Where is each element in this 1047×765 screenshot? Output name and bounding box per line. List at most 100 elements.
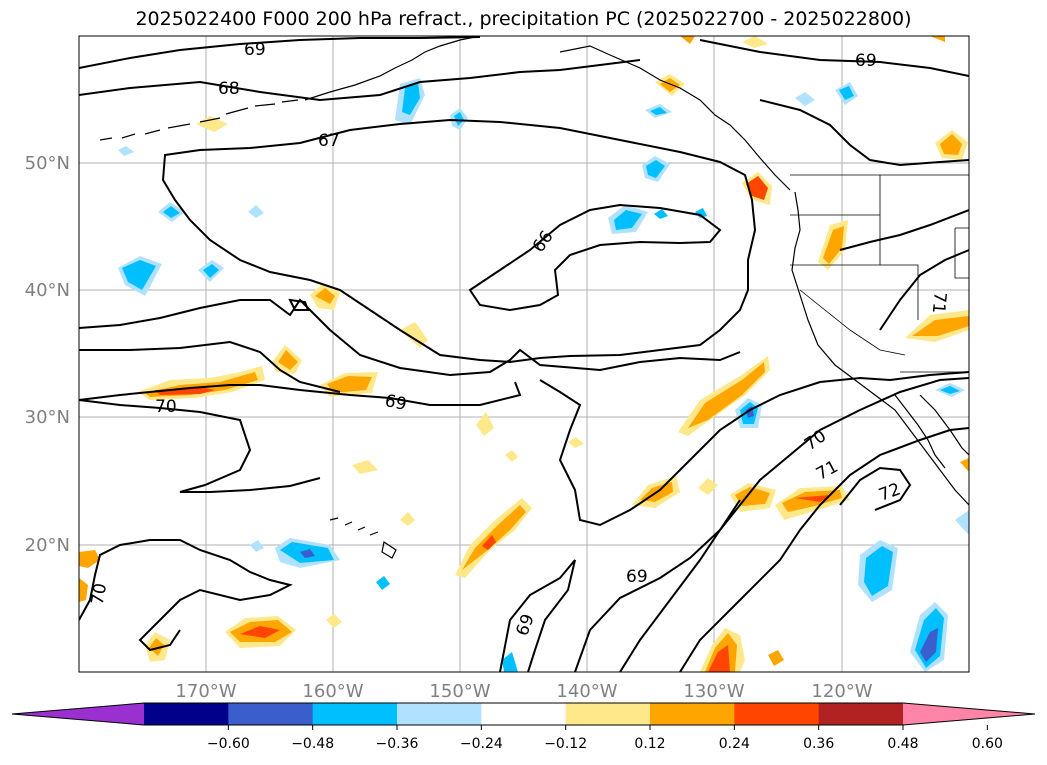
contour-label: 70: [88, 582, 111, 607]
positive-anomaly-area: [462, 505, 526, 570]
lon-label-150w: 150°W: [429, 681, 490, 702]
colorbar-segment: [144, 703, 229, 725]
positive-anomaly-area: [568, 437, 584, 448]
positive-anomaly-area: [698, 478, 718, 495]
graticule: [79, 36, 969, 672]
refractivity-contours: [79, 36, 969, 672]
alaska-coast: [304, 36, 481, 101]
lon-label-140w: 140°W: [556, 681, 617, 702]
colorbar-tick-label: 0.24: [719, 736, 750, 752]
contour-label: 69: [855, 51, 877, 71]
positive-anomaly-area: [79, 550, 100, 568]
positive-anomaly-area: [940, 134, 962, 155]
state-border: [799, 289, 906, 356]
positive-anomaly-area: [352, 460, 378, 474]
colorbar-segment: [228, 703, 314, 725]
colorbar-segment: [565, 703, 651, 725]
positive-anomaly-area: [930, 36, 945, 42]
positive-anomaly-area: [708, 645, 730, 672]
contour-label: 71: [928, 291, 950, 314]
colorbar-extend-max: [903, 703, 1035, 725]
contour-label: 69: [626, 567, 648, 587]
colorbar-segment: [650, 703, 735, 725]
negative-anomaly-area: [839, 86, 854, 100]
state-border: [954, 227, 969, 279]
contour-label: 69: [383, 391, 408, 415]
negative-anomaly-area: [502, 652, 518, 672]
colorbar-outline: [11, 702, 1036, 726]
positive-anomaly-area: [278, 350, 298, 370]
lon-label-160w: 160°W: [302, 681, 363, 702]
negative-anomaly-area: [250, 540, 264, 552]
positive-anomaly-area: [482, 535, 496, 550]
colorbar-segment: [818, 703, 904, 725]
positive-anomaly-area: [196, 116, 228, 132]
negative-anomaly-area: [376, 576, 390, 590]
hawaiian-islands: [329, 517, 397, 559]
colorbar-tick-label: −0.60: [207, 736, 250, 752]
positive-anomaly-area: [960, 458, 969, 472]
colorbar-tick-label: 0.60: [972, 736, 1003, 752]
positive-anomaly-area: [315, 288, 335, 304]
positive-anomaly-area: [476, 412, 494, 436]
lat-label-40n: 40°N: [25, 280, 70, 301]
colorbar-segment: [734, 703, 820, 725]
baja-california: [894, 394, 946, 469]
contour-line-72: [839, 466, 912, 511]
positive-anomaly-area: [768, 650, 784, 666]
positive-anomaly-area: [688, 362, 765, 428]
contour-line-70-north-east: [839, 209, 969, 251]
positive-anomaly-area: [400, 322, 428, 348]
contour-line-69-middle: [79, 298, 741, 406]
colorbar-segment: [397, 703, 482, 725]
negative-anomaly-area: [795, 92, 815, 106]
lat-label-50n: 50°N: [25, 153, 70, 174]
contour-line-69-south: [539, 371, 969, 527]
contour-line-70-east: [619, 377, 969, 672]
colorbar-tick-label: −0.36: [376, 736, 419, 752]
positive-anomaly-area: [795, 495, 830, 502]
negative-anomaly-area: [300, 549, 315, 558]
colorbar-segment: [312, 703, 398, 725]
lon-label-130w: 130°W: [683, 681, 744, 702]
negative-anomaly-area: [402, 82, 420, 115]
contour-line-69-far-south: [499, 559, 576, 672]
alaska-panhandle-coast: [559, 45, 791, 191]
contour-line-71: [679, 427, 969, 672]
aleutian-islands: [99, 99, 299, 141]
map-title: 2025022400 F000 200 hPa refract., precip…: [135, 8, 912, 30]
colorbar-tick-label: −0.24: [460, 736, 503, 752]
positive-anomaly-area: [79, 578, 88, 602]
contour-line-66: [468, 203, 722, 312]
positive-anomaly-area: [400, 512, 415, 526]
contour-line-71-east: [879, 249, 969, 331]
contour-line-67: [161, 118, 757, 364]
positive-anomaly-area: [240, 626, 280, 638]
positive-anomaly-area: [746, 176, 768, 200]
positive-anomaly-area: [505, 450, 518, 462]
negative-anomaly-area: [248, 205, 264, 218]
colorbar-tick-label: 0.36: [803, 736, 834, 752]
colorbar-tick-label: −0.48: [291, 736, 334, 752]
positive-anomaly-area: [149, 638, 164, 656]
lon-label-170w: 170°W: [175, 681, 236, 702]
lat-label-20n: 20°N: [25, 535, 70, 556]
positive-anomaly-area: [326, 614, 342, 628]
negative-anomaly-area: [614, 210, 642, 230]
lon-label-120w: 120°W: [811, 681, 872, 702]
map-frame: [78, 35, 970, 673]
contour-line-68: [79, 59, 969, 167]
north-america-west-coast: [791, 191, 969, 506]
colorbar-tick-label: −0.12: [544, 736, 587, 752]
positive-anomaly-area: [327, 376, 372, 393]
state-border: [880, 264, 919, 320]
precipitation-shading: [79, 36, 969, 672]
negative-anomaly-area: [650, 107, 667, 115]
colorbar-tick-label: 0.48: [887, 736, 918, 752]
positive-anomaly-area: [823, 226, 844, 264]
positive-anomaly-area: [912, 316, 969, 336]
colorbar: −0.60 −0.48 −0.36 −0.24 −0.12 0.12 0.24 0.36 0.4…: [11, 702, 1036, 752]
colorbar-segment: [481, 703, 567, 725]
positive-anomaly-area: [680, 36, 695, 44]
